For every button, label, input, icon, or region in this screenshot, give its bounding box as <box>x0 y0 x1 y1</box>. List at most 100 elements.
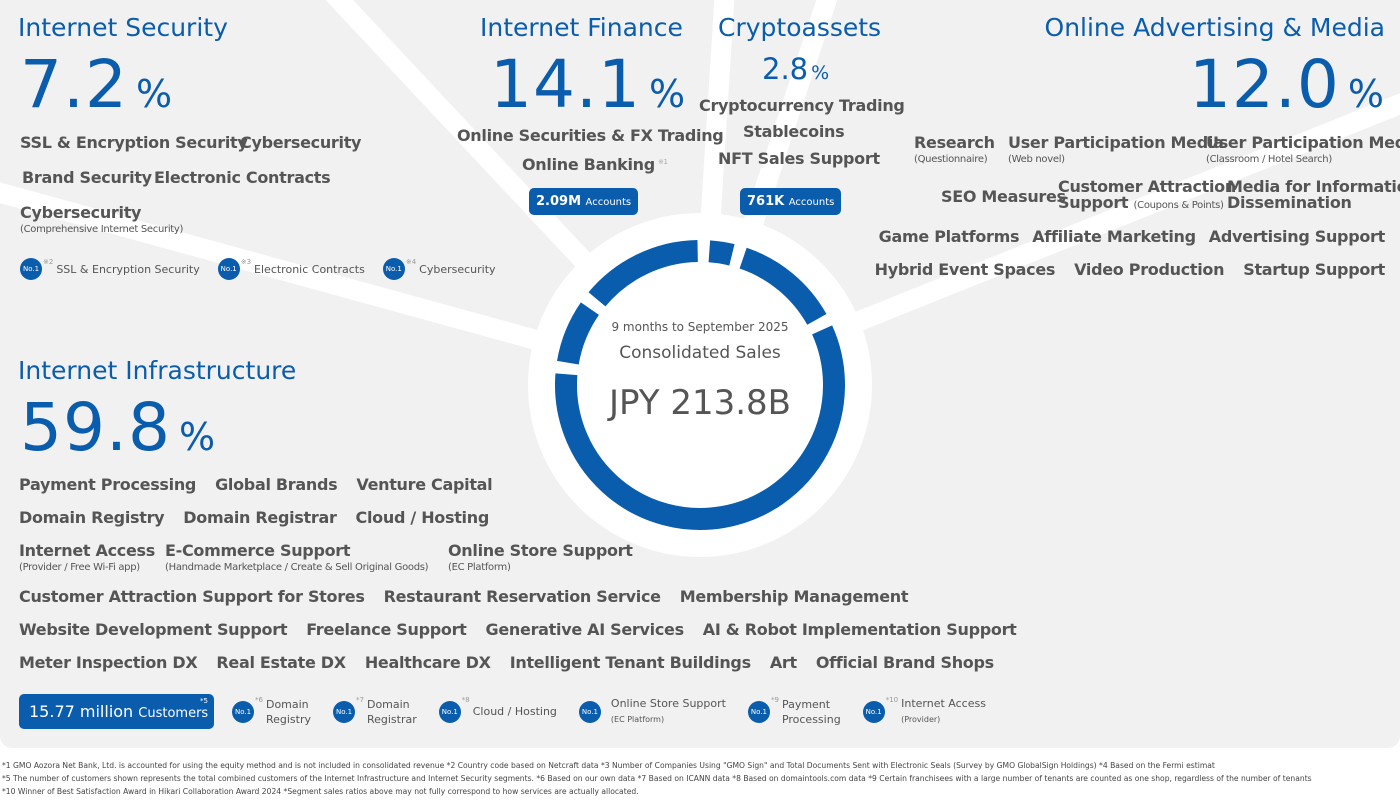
security-pct: 7.2% <box>20 52 173 118</box>
pct-unit: % <box>178 415 217 459</box>
service-item: Payment Processing <box>19 475 197 494</box>
note: *9 <box>770 696 779 704</box>
service-item: Intelligent Tenant Buildings <box>509 653 751 672</box>
infra-row: Payment Processing Global Brands Venture C… <box>19 475 493 494</box>
infra-title: Internet Infrastructure <box>18 356 297 385</box>
label: User Participation Media <box>1008 133 1224 152</box>
rank-item: No.1 *7 Domain Registrar <box>333 696 417 727</box>
label: Research <box>914 133 995 152</box>
service-item: Domain Registrar <box>183 508 337 527</box>
unit: Accounts <box>788 197 835 208</box>
service-item: Game Platforms <box>878 227 1020 246</box>
service-item: Affiliate Marketing <box>1032 227 1196 246</box>
pct-value: 12.0 <box>1188 46 1340 123</box>
advertising-pct: 12.0% <box>1189 52 1385 118</box>
advertising-row: Hybrid Event Spaces Video Production Start… <box>874 260 1386 279</box>
service-item: Restaurant Reservation Service <box>383 587 661 606</box>
label: Domain Registry <box>266 697 311 727</box>
crypto-title: Cryptoassets <box>718 13 882 42</box>
donut-segment-online-advertising-media <box>739 247 827 326</box>
no1-badge: No.1 <box>232 700 254 723</box>
security-title: Internet Security <box>18 13 228 42</box>
service-item: Internet Access (Provider / Free Wi-Fi ap… <box>19 541 155 573</box>
value: 2.09M <box>536 194 582 209</box>
label: Online Store Support <box>448 541 633 560</box>
service-item: User Participation Media (Web novel) <box>1008 133 1224 165</box>
pct-unit: % <box>135 72 174 116</box>
rank-item: No.1 *9 Payment Processing <box>747 696 841 727</box>
pct-unit: % <box>648 72 687 116</box>
service-item: Online Banking ※1 <box>522 155 668 174</box>
service-item: SSL & Encryption Security <box>20 133 248 152</box>
sub: (Coupons & Points) <box>1133 200 1224 211</box>
footnote: *5 The number of customers shown represe… <box>2 774 1312 783</box>
service-item: Hybrid Event Spaces <box>874 260 1056 279</box>
service-item: Generative AI Services <box>485 620 685 639</box>
pct-value: 7.2 <box>20 46 128 123</box>
note: *5 <box>200 697 208 705</box>
label-line: Online Store Support <box>610 697 726 710</box>
rank-item: No.1 Online Store Support (EC Platform) <box>578 696 726 727</box>
infra-row: Website Development Support Freelance Sup… <box>19 620 1017 639</box>
no1-badge: No.1 <box>747 700 770 723</box>
advertising-row: Game Platforms Affiliate Marketing Adverti… <box>878 227 1386 246</box>
label-line: Domain <box>265 697 309 711</box>
service-item: Cryptocurrency Trading <box>699 96 905 115</box>
label: Media for Information <box>1227 177 1400 196</box>
label: E-Commerce Support <box>165 541 351 560</box>
service-item: Art <box>769 653 797 672</box>
label-line: Processing <box>781 712 841 726</box>
value: 15.77 million <box>29 702 134 721</box>
label: Customer Attraction <box>1058 177 1236 196</box>
service-item: Membership Management <box>679 587 909 606</box>
note: *7 <box>356 696 364 704</box>
sub: (Questionnaire) <box>914 154 988 165</box>
no1-badge: No.1 <box>578 700 601 723</box>
security-ranks: No.1 ※2 SSL & Encryption Security No.1 ※3 El… <box>20 258 496 280</box>
service-item: Electronic Contracts <box>154 168 331 187</box>
label: Cybersecurity <box>20 203 142 222</box>
no1-badge: No.1 <box>217 258 240 280</box>
label-line: (EC Platform) <box>610 715 665 724</box>
infra-row: Customer Attraction Support for Stores Re… <box>19 587 909 606</box>
label: Payment Processing <box>782 697 841 727</box>
label-line: Registry <box>265 712 311 726</box>
sub: (Web novel) <box>1008 154 1065 165</box>
service-item: Cloud / Hosting <box>355 508 490 527</box>
note: *10 <box>885 696 899 704</box>
donut-segment-cryptoassets <box>708 240 735 266</box>
finance-accounts-badge: 2.09M Accounts <box>529 188 639 215</box>
sub: (Handmade Marketplace / Create & Sell Or… <box>165 562 429 573</box>
service-item: SEO Measures <box>941 187 1066 206</box>
finance-pct: 14.1% <box>490 52 686 118</box>
footnote: *10 Winner of Best Satisfaction Award in… <box>2 787 639 796</box>
infra-row: Domain Registry Domain Registrar Cloud / H… <box>19 508 489 527</box>
service-item: Cybersecurity <box>240 133 362 152</box>
no1-badge: No.1 <box>382 258 405 280</box>
service-item: Online Store Support (EC Platform) <box>448 541 633 573</box>
service-item: Customer Attraction Support for Stores <box>19 587 365 606</box>
infra-ranks: No.1 *6 Domain Registry No.1 *7 Domain Registr… <box>232 696 986 727</box>
label-line: Payment <box>781 697 831 711</box>
label: Cybersecurity <box>419 262 496 276</box>
rank-item: No.1 ※2 SSL & Encryption Security <box>20 258 200 280</box>
pct-value: 2.8 <box>762 52 809 86</box>
rank-item: No.1 *8 Cloud / Hosting <box>438 696 557 727</box>
service-item: Meter Inspection DX <box>19 653 198 672</box>
rank-item: No.1 *10 Internet Access (Provider) <box>862 696 986 727</box>
sales-donut <box>555 240 845 530</box>
service-item: Global Brands <box>215 475 338 494</box>
donut-segment-internet-finance <box>588 240 699 307</box>
rank-item: No.1 *6 Domain Registry <box>232 696 311 727</box>
footnote: *1 GMO Aozora Net Bank, Ltd. is accounte… <box>2 761 1215 770</box>
service-item: Online Securities & FX Trading <box>457 126 724 145</box>
label-line: (Provider) <box>901 715 941 724</box>
label: Internet Access (Provider) <box>901 696 986 727</box>
label-line: Internet Access <box>901 697 986 710</box>
value: 761K <box>747 194 785 209</box>
service-item: NFT Sales Support <box>718 149 880 168</box>
background-rays <box>0 0 1400 557</box>
note: *6 <box>255 696 263 704</box>
sub: (EC Platform) <box>448 562 511 573</box>
service-item: Research (Questionnaire) <box>914 133 995 165</box>
